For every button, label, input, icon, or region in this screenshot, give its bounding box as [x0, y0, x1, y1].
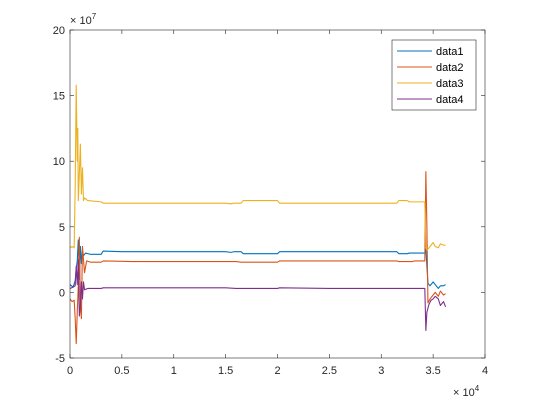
- x-tick-label: 2.5: [322, 365, 337, 377]
- legend-label-data2: data2: [436, 62, 464, 74]
- y-tick-label: 0: [59, 287, 65, 299]
- legend-label-data1: data1: [436, 46, 464, 58]
- x-tick-label: 3.5: [425, 365, 440, 377]
- y-tick-label: 20: [53, 25, 65, 37]
- x-tick-label: 4: [482, 365, 488, 377]
- y-tick-label: 5: [59, 222, 65, 234]
- x-tick-label: 1: [171, 365, 177, 377]
- x-tick-label: 0.5: [114, 365, 129, 377]
- x-exponent-power: 4: [475, 384, 480, 393]
- y-tick-label: 15: [53, 91, 65, 103]
- legend-label-data4: data4: [436, 94, 464, 106]
- legend: data1 data2 data3 data4: [392, 40, 476, 110]
- y-tick-label: -5: [55, 353, 65, 365]
- x-tick-label: 1.5: [218, 365, 233, 377]
- y-exponent-power: 7: [92, 12, 97, 21]
- legend-label-data3: data3: [436, 78, 464, 90]
- y-exponent-base: × 10: [70, 15, 92, 27]
- x-tick-label: 3: [378, 365, 384, 377]
- y-tick-label: 10: [53, 156, 65, 168]
- x-tick-label: 2: [274, 365, 280, 377]
- x-exponent-base: × 10: [453, 387, 475, 399]
- x-tick-label: 0: [67, 365, 73, 377]
